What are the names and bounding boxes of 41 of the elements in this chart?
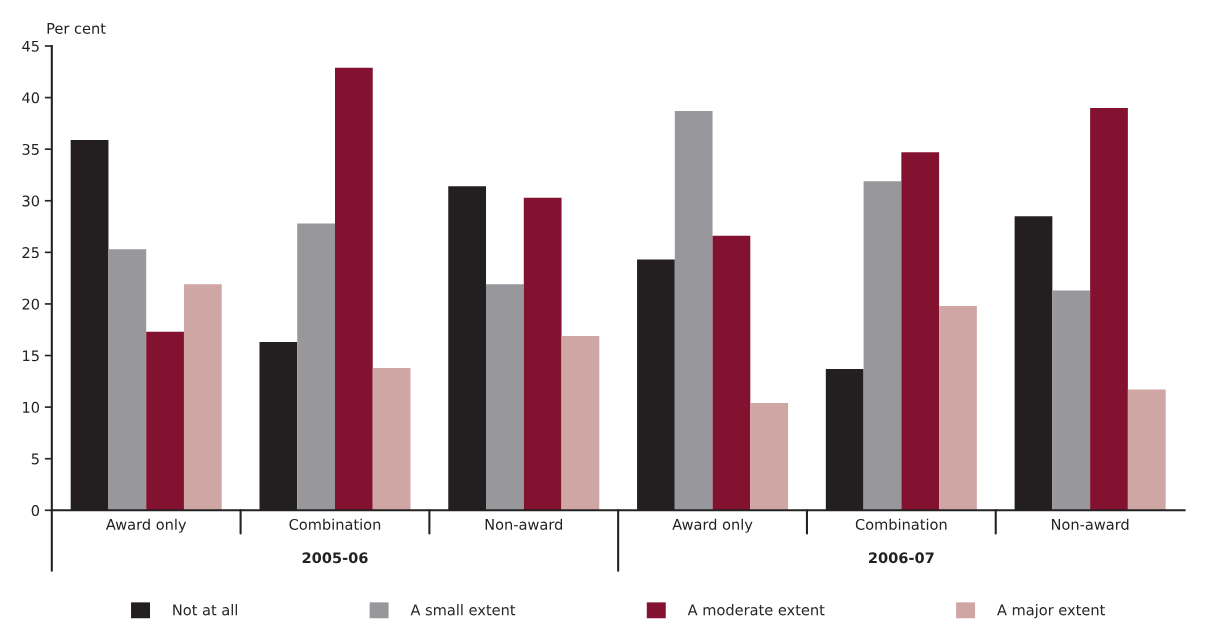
text: 2006-07 [869, 552, 934, 564]
bar [486, 284, 524, 511]
y-tick-label: 15 [23, 350, 39, 362]
legend-label: A small extent [410, 604, 516, 616]
x-tick-label: Award only [105, 518, 187, 533]
bar [1090, 107, 1128, 511]
bar [297, 223, 335, 511]
bar [523, 197, 562, 511]
bar [108, 249, 147, 511]
bar [939, 306, 977, 511]
bar [712, 235, 751, 511]
x-tick-label: Non-award [1051, 518, 1129, 530]
y-tick-label: 30 [22, 195, 40, 207]
bar [183, 284, 222, 511]
legend-label: Not at all [173, 604, 238, 616]
x-tick-label: Non-award [485, 518, 563, 530]
legend-label: A moderate extent [687, 604, 825, 616]
bar [146, 331, 184, 511]
bar [561, 335, 600, 511]
text: 2005-06 [302, 552, 368, 564]
x-tick-label: Award only [672, 518, 753, 533]
bar [901, 152, 940, 511]
y-tick-label: 10 [23, 401, 40, 413]
bar [1052, 290, 1091, 511]
bar [863, 181, 902, 511]
bar [334, 67, 373, 511]
y-axis-title: Per cent [47, 23, 106, 34]
bar [674, 110, 713, 511]
bar [1127, 389, 1166, 511]
y-tick-label: 35 [22, 143, 39, 155]
y-tick-label: 0 [31, 505, 40, 517]
x-tick-label: Combination [855, 518, 947, 530]
y-tick-label: 5 [31, 453, 39, 465]
y-tick-label: 40 [22, 92, 40, 104]
y-tick-label: 25 [22, 247, 39, 259]
bar [372, 367, 411, 511]
legend-label: A major extent [997, 604, 1105, 619]
x-tick-label: Combination [289, 518, 381, 530]
y-tick-label: 45 [22, 40, 39, 52]
bar [750, 402, 789, 511]
y-tick-label: 20 [22, 298, 40, 310]
